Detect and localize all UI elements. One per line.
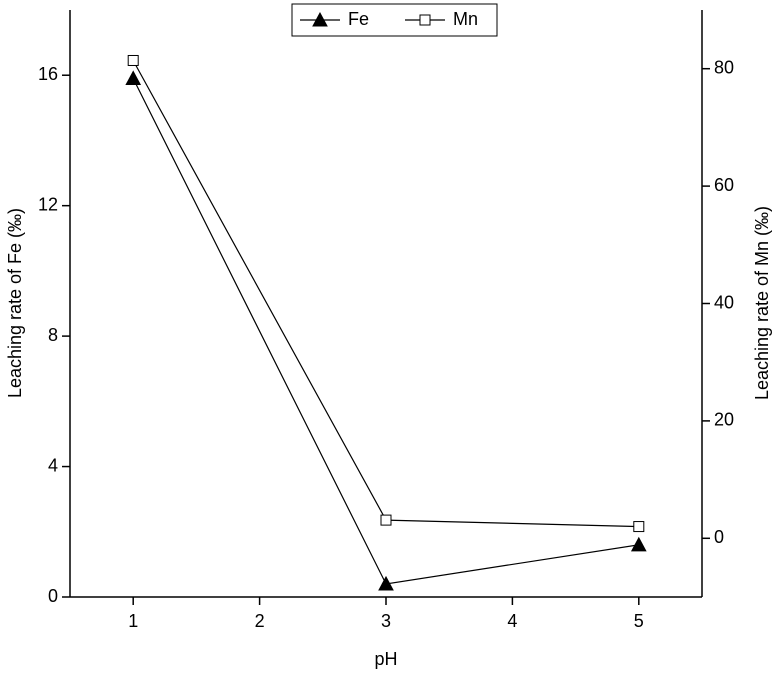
y2-axis-label: Leaching rate of Mn (‰) xyxy=(752,206,772,400)
x-tick-label: 1 xyxy=(128,611,138,631)
point xyxy=(633,521,645,533)
y-tick-label: 4 xyxy=(48,455,58,475)
y-tick-label: 8 xyxy=(48,325,58,345)
y2-tick-label: 60 xyxy=(714,175,734,195)
point xyxy=(380,514,392,526)
x-tick-label: 3 xyxy=(381,611,391,631)
y-tick-label: 0 xyxy=(48,586,58,606)
y2-tick-label: 20 xyxy=(714,410,734,430)
legend-marker xyxy=(312,11,328,27)
series-line xyxy=(132,78,639,585)
y-tick-label: 16 xyxy=(38,64,58,84)
legend-label: Fe xyxy=(348,9,369,29)
x-axis-label: pH xyxy=(374,649,397,669)
y2-tick-label: 80 xyxy=(714,57,734,77)
point xyxy=(127,54,139,66)
legend-marker xyxy=(419,14,431,26)
y2-tick-label: 0 xyxy=(714,527,724,547)
legend-label: Mn xyxy=(453,9,478,29)
point xyxy=(630,536,647,552)
x-tick-label: 4 xyxy=(507,611,517,631)
x-tick-label: 2 xyxy=(255,611,265,631)
point xyxy=(378,575,394,591)
y-tick-label: 12 xyxy=(38,194,58,214)
y2-tick-label: 40 xyxy=(714,292,734,312)
x-tick-label: 5 xyxy=(634,611,644,631)
y-axis-label: Leaching rate of Fe (‰) xyxy=(5,208,25,398)
point xyxy=(125,70,142,85)
series-line xyxy=(132,60,639,528)
